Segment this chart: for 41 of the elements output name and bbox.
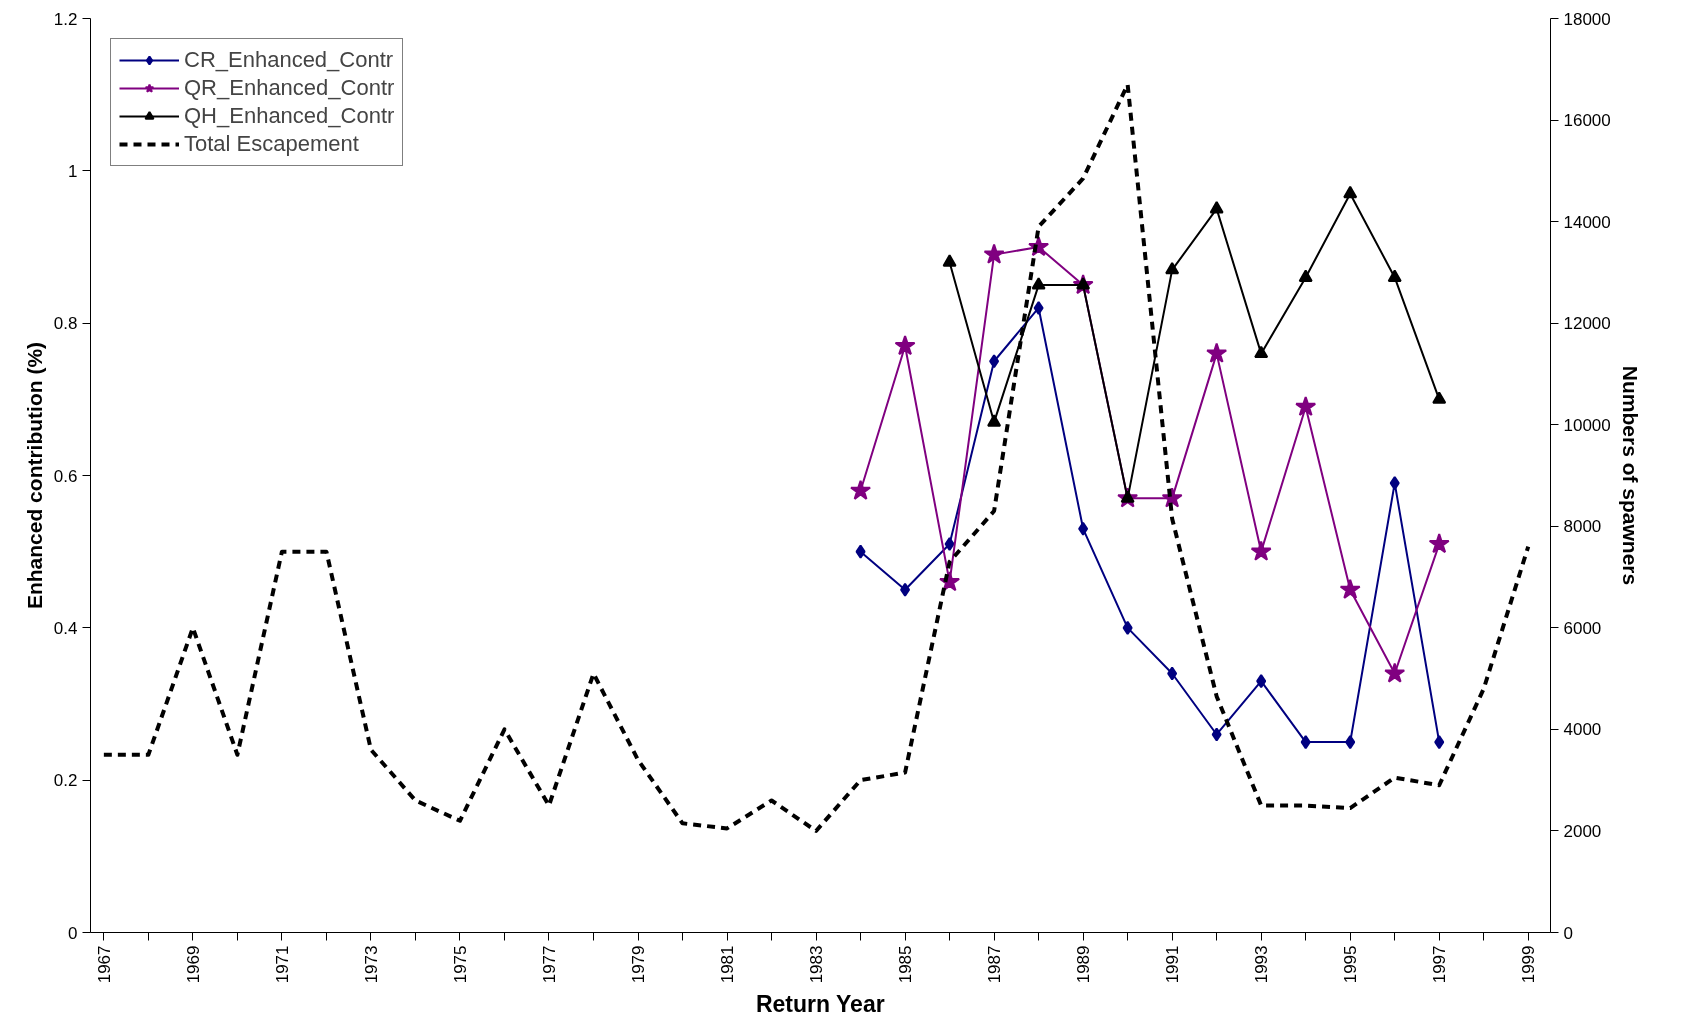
y-tick-label: 0.6: [53, 466, 78, 486]
legend-label: QH_Enhanced_Contr: [184, 103, 395, 129]
x-tick-label: 1989: [1074, 945, 1094, 984]
y-axis-title: Enhanced contribution (%): [22, 341, 46, 610]
y-tick-label: 0.8: [53, 314, 78, 334]
x-tick-label: 1971: [272, 945, 292, 984]
x-tick-label: 1999: [1519, 945, 1539, 984]
legend-label: CR_Enhanced_Contr: [184, 47, 394, 73]
x-tick-label: 1981: [718, 945, 738, 984]
x-tick-label: 1969: [183, 945, 203, 984]
x-tick-label: 1967: [94, 945, 114, 984]
y2-tick-label: 12000: [1563, 314, 1611, 334]
x-tick-label: 1979: [629, 945, 648, 984]
x-tick-label: 1997: [1430, 945, 1450, 984]
y-tick-label: 1: [68, 161, 78, 181]
y2-tick-label: 6000: [1563, 618, 1602, 638]
y2-tick-label: 8000: [1563, 517, 1602, 537]
y-tick-label: 0.2: [53, 771, 78, 791]
x-tick-label: 1973: [361, 945, 381, 984]
x-tick-label: 1983: [807, 945, 827, 984]
legend-label: Total Escapement: [184, 131, 359, 157]
x-tick-label: 1987: [985, 945, 1005, 984]
legend-label: QR_Enhanced_Contr: [184, 75, 395, 101]
y2-axis-title: Numbers of spawners: [1618, 365, 1642, 586]
x-tick-label: 1993: [1252, 945, 1272, 984]
y2-tick-label: 0: [1563, 923, 1573, 943]
x-tick-label: 1995: [1341, 945, 1361, 984]
y-tick-label: 0: [68, 923, 78, 943]
y2-tick-label: 4000: [1563, 720, 1602, 740]
y2-tick-label: 18000: [1563, 9, 1611, 29]
x-axis-title: Return Year: [755, 991, 885, 1018]
y2-tick-label: 2000: [1563, 821, 1602, 841]
y2-tick-label: 10000: [1563, 415, 1611, 435]
x-tick-label: 1985: [896, 945, 916, 984]
y-tick-label: 1.2: [53, 9, 78, 29]
y2-tick-label: 16000: [1563, 111, 1611, 131]
x-tick-label: 1975: [450, 945, 470, 984]
y-tick-label: 0.4: [53, 618, 78, 638]
y2-tick-label: 14000: [1563, 212, 1611, 232]
x-tick-label: 1977: [539, 945, 559, 984]
x-tick-label: 1991: [1163, 945, 1183, 984]
